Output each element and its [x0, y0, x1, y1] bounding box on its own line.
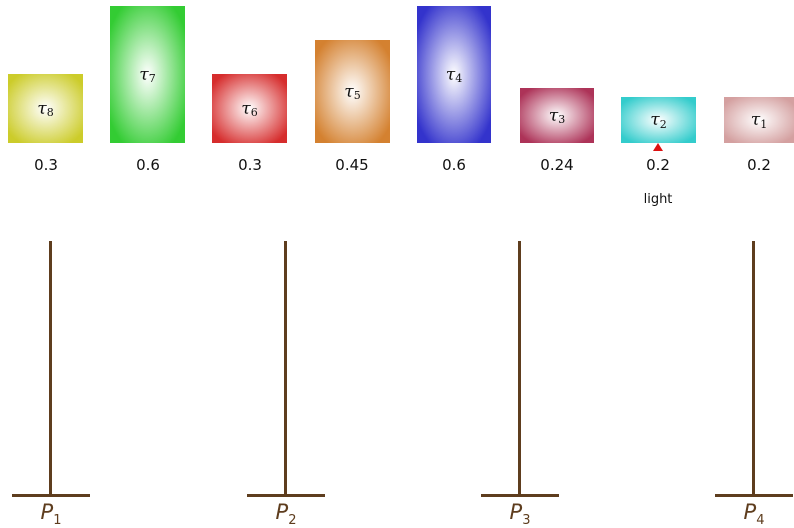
task-tau8-symbol: τ — [37, 98, 47, 119]
processor-p2-label: P2 — [251, 500, 321, 528]
task-tau7-utilization: 0.6 — [136, 156, 160, 174]
task-tau6-utilization: 0.3 — [238, 156, 262, 174]
processor-p3-index: 3 — [522, 513, 531, 528]
processor-p1-symbol: P — [40, 500, 54, 524]
task-tau6-index: 6 — [250, 106, 258, 119]
task-tau2-symbol: τ — [650, 110, 660, 130]
processor-p1-label: P1 — [16, 500, 86, 528]
processor-p4-pole — [752, 241, 755, 496]
processor-p2-symbol: P — [275, 500, 289, 524]
task-tau7-index: 7 — [148, 72, 156, 85]
processor-p1-index: 1 — [53, 513, 62, 528]
task-tau6-symbol: τ — [241, 98, 251, 119]
task-tau4-index: 4 — [455, 72, 463, 85]
task-tau4-utilization: 0.6 — [442, 156, 466, 174]
processor-p3-pole — [518, 241, 521, 496]
task-tau3-index: 3 — [558, 113, 566, 126]
task-tau3-symbol: τ — [548, 105, 559, 126]
processor-p2-base — [247, 494, 325, 497]
task-tau7-symbol: τ — [139, 64, 149, 85]
task-tau2-utilization: 0.2 — [646, 156, 670, 174]
task-tau8-index: 8 — [46, 106, 54, 119]
processor-p4-base — [715, 494, 793, 497]
task-tau1-symbol: τ — [750, 110, 761, 130]
task-tau8-utilization: 0.3 — [34, 156, 58, 174]
processor-p4-index: 4 — [756, 513, 765, 528]
task-tau1-index: 1 — [760, 117, 768, 131]
pointer-arrow-icon — [653, 143, 663, 151]
processor-p4-symbol: P — [743, 500, 757, 524]
processor-p1-base — [12, 494, 90, 497]
processor-p3-label: P3 — [485, 500, 555, 528]
processor-p2-pole — [284, 241, 287, 496]
task-tau5-index: 5 — [353, 89, 361, 102]
task-tau2-index: 2 — [659, 117, 667, 131]
pointer-label: light — [643, 192, 673, 207]
processor-p2-index: 2 — [288, 513, 297, 528]
task-tau5-utilization: 0.45 — [335, 156, 369, 174]
task-tau3-utilization: 0.24 — [540, 156, 574, 174]
processor-p4-label: P4 — [719, 500, 789, 528]
task-tau1-utilization: 0.2 — [747, 156, 771, 174]
processor-p3-base — [481, 494, 559, 497]
task-tau5-symbol: τ — [344, 81, 354, 102]
processor-p3-symbol: P — [509, 500, 523, 524]
task-tau4-symbol: τ — [445, 64, 456, 85]
processor-p1-pole — [49, 241, 52, 496]
